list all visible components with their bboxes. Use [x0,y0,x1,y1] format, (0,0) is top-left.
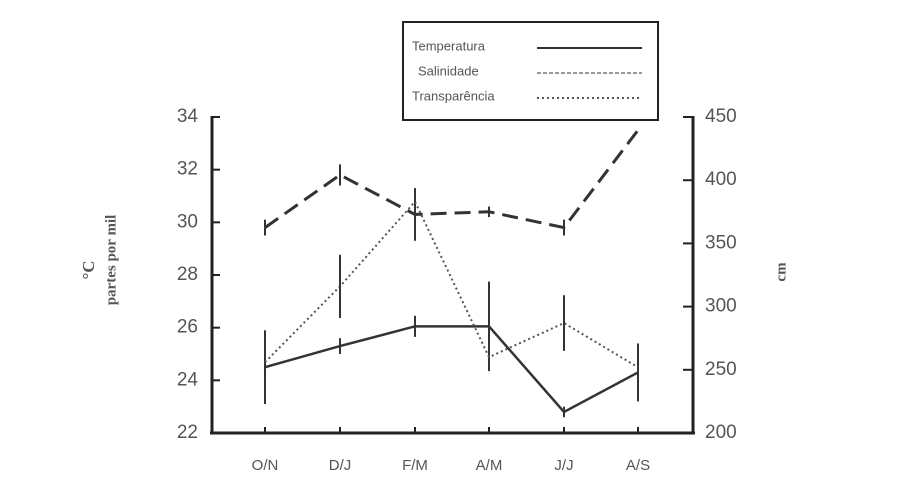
y2-tick-label: 200 [705,422,737,443]
y-tick-label: 22 [177,422,198,443]
y2-tick-label: 300 [705,296,737,317]
legend-label: Salinidade [418,63,479,78]
legend-box [402,21,659,121]
y-tick-label: 30 [177,211,198,232]
y-tick-label: 26 [177,317,198,338]
y2-tick-label: 250 [705,359,737,380]
x-tick-label: F/M [402,457,428,474]
x-tick-label: O/N [252,457,279,474]
x-tick-label: A/M [476,457,503,474]
x-tick-label: A/S [626,457,650,474]
series-line [264,199,639,369]
legend-label: Temperatura [412,38,486,53]
x-tick-label: J/J [554,457,573,474]
y-tick-label: 28 [177,264,198,285]
y-label: partes por mil [103,215,119,306]
legend: Temperatura Salinidade Transparência [412,38,642,103]
x-tick-label: D/J [329,457,352,474]
y2-tick-label: 450 [705,106,737,127]
y2-tick-label: 400 [705,169,737,190]
legend-label: Transparência [412,88,495,103]
y-label-unit: °C [79,260,98,279]
series-line [264,325,639,414]
y-tick-label: 24 [177,369,199,390]
y-tick-label: 34 [177,106,199,127]
y2-label: cm [773,262,789,282]
y-tick-label: 32 [177,159,198,180]
y2-tick-label: 350 [705,232,737,253]
series-line [264,129,640,230]
